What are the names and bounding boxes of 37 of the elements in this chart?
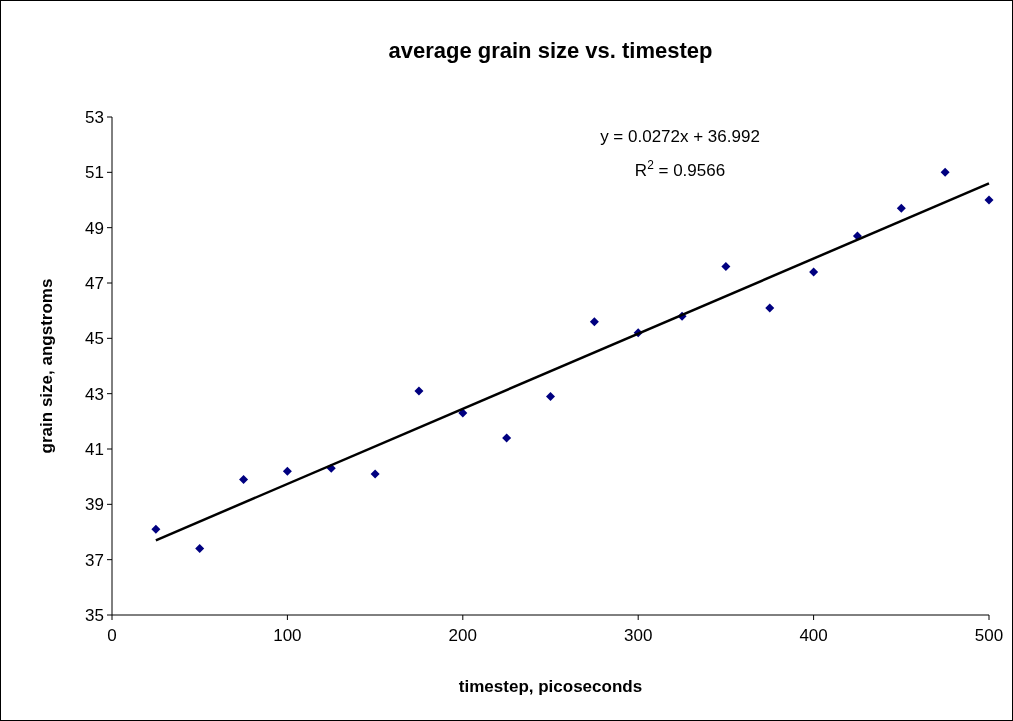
point [414,386,424,396]
point [765,303,775,313]
x-tick-label: 300 [624,626,653,645]
annotation: R$^{2}$ = 0.9566 [634,158,726,180]
x-tick-label: 0 [107,626,117,645]
point [370,469,380,479]
point [239,474,249,484]
y-tick-label: 43 [85,384,104,404]
point [546,391,555,401]
x-tick-label: 400 [799,626,828,645]
y-tick-label: 37 [85,550,104,570]
y-tick-label: 47 [85,273,104,293]
x-axis-title: timestep, picoseconds [458,677,643,696]
point [195,544,205,554]
y-tick-label: 39 [85,495,104,515]
y-tick-label: 53 [85,107,104,127]
point [721,261,731,271]
point [984,195,994,205]
point [940,167,950,177]
annotation: y = 0.0272x + 36.992 [600,127,760,146]
y-tick-label: 45 [85,329,104,349]
point [809,267,819,277]
y-tick-label: 51 [85,163,104,183]
y-tick-label: 49 [85,218,104,238]
point [458,408,468,418]
point [896,203,906,213]
x-tick-label: 200 [448,626,477,645]
point [589,317,599,327]
x-tick-label: 100 [273,626,302,645]
chart-title: average grain size vs. timestep [388,38,713,63]
y-tick-label: 35 [85,605,104,625]
point [282,466,292,476]
point [502,433,512,443]
y-axis-title: grain size, angstroms [37,278,56,454]
point [151,524,161,534]
x-tick-label: 500 [974,626,1004,645]
y-tick-label: 41 [85,439,104,459]
